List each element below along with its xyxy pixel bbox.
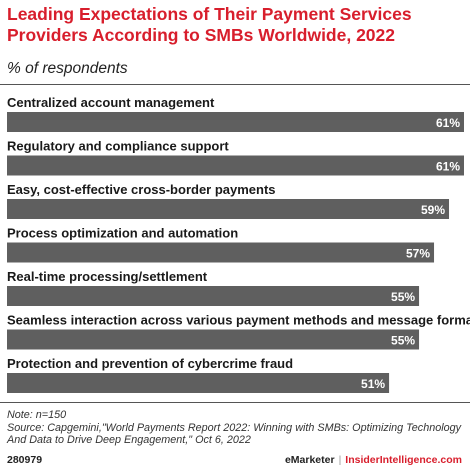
category-label: Process optimization and automation: [7, 226, 238, 241]
chart-notes: Note: n=150 Source: Capgemini,"World Pay…: [7, 409, 462, 447]
category-label: Centralized account management: [7, 95, 215, 110]
bar-value-label: 51%: [361, 377, 385, 391]
bottom-divider: [0, 402, 470, 403]
emarketer-logo: eMarketer: [284, 454, 335, 466]
category-label: Easy, cost-effective cross-border paymen…: [7, 182, 276, 197]
insider-intelligence-logo: InsiderIntelligence.com: [345, 454, 462, 466]
bar: [7, 155, 464, 176]
chart-id: 280979: [7, 454, 43, 466]
bar: [7, 329, 420, 350]
category-label: Regulatory and compliance support: [7, 139, 229, 154]
bar-value-label: 57%: [406, 247, 430, 261]
chart-title: Leading Expectations of Their Payment Se…: [7, 4, 412, 45]
chart-subtitle: % of respondents: [7, 60, 128, 77]
source-text: Source: Capgemini,"World Payments Report…: [7, 421, 462, 447]
bar: [7, 373, 390, 393]
bar: [7, 286, 420, 306]
category-label: Seamless interaction across various paym…: [7, 313, 470, 328]
bar-value-label: 55%: [391, 290, 415, 304]
note-text: Note: n=150: [7, 409, 67, 421]
footer-separator: |: [338, 454, 342, 466]
category-label: Protection and prevention of cybercrime …: [7, 356, 293, 371]
footer-brand: eMarketer | InsiderIntelligence.com: [285, 454, 462, 466]
top-divider: [0, 84, 470, 85]
bar-value-label: 61%: [436, 160, 460, 174]
bar-value-label: 59%: [421, 203, 445, 217]
bar-value-label: 61%: [436, 116, 460, 130]
category-label: Real-time processing/settlement: [7, 269, 208, 284]
bar-value-label: 55%: [391, 334, 415, 348]
bar: [7, 112, 464, 132]
bar: [7, 199, 450, 219]
bar: [7, 242, 435, 263]
